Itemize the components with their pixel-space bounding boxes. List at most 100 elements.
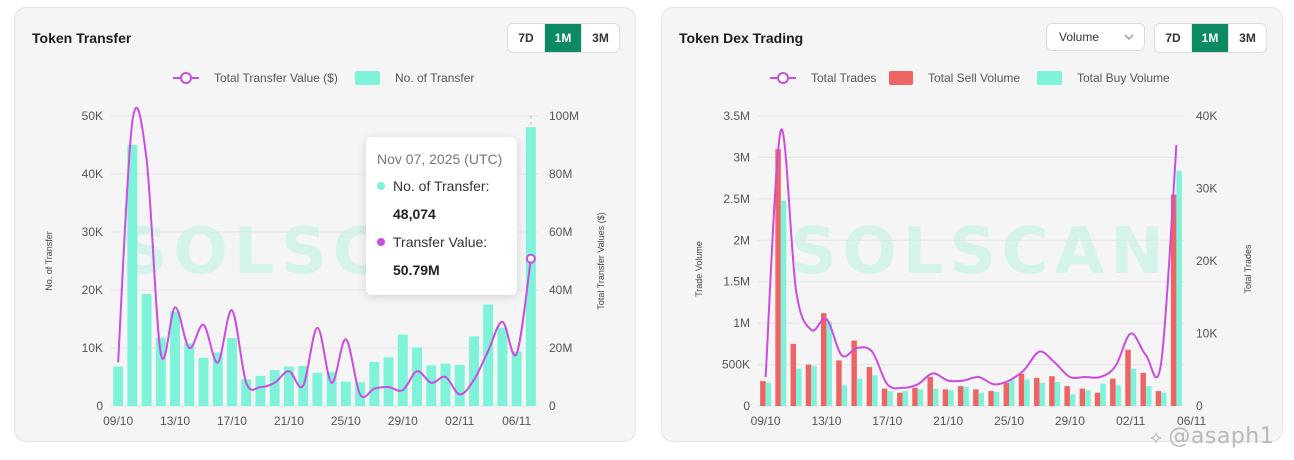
y-tick-label: 3M: [733, 150, 750, 164]
chevron-down-icon: [1124, 34, 1134, 40]
tooltip-value-row: Transfer Value:: [377, 232, 506, 252]
sell-volume-bar: [1064, 386, 1070, 406]
y2-axis-label: Total Trades: [1243, 244, 1253, 294]
buy-volume-bar: [796, 368, 802, 406]
y-tick-label: 20K: [82, 283, 103, 297]
y2-tick-label: 20K: [1196, 254, 1217, 268]
token-dex-trading-card: Token Dex Trading Volume 7D 1M 3M SOLSCA…: [661, 7, 1283, 442]
y2-tick-label: 20M: [549, 341, 572, 355]
transfer-count-bar: [397, 334, 408, 406]
right-range-selector: 7D 1M 3M: [1154, 23, 1267, 53]
sell-volume-bar: [988, 391, 994, 406]
buy-volume-bar: [811, 366, 817, 406]
sell-volume-bar: [760, 381, 766, 406]
right-range-1m-button[interactable]: 1M: [1192, 24, 1229, 52]
sell-volume-bar: [957, 386, 964, 406]
transfer-count-bar: [412, 347, 422, 406]
buy-volume-bar: [780, 200, 787, 406]
tooltip-value-dot-icon: [377, 238, 385, 246]
y2-tick-label: 30K: [1196, 182, 1217, 196]
transfer-count-bar: [369, 361, 380, 406]
buy-volume-bar: [963, 386, 969, 406]
legend-label: No. of Transfer: [395, 71, 474, 85]
x-tick-label: 13/10: [811, 414, 841, 428]
x-tick-label: 13/10: [160, 414, 190, 428]
x-tick-label: 29/10: [388, 414, 418, 428]
transfer-value-line: [117, 106, 532, 399]
y2-tick-label: 40K: [1196, 109, 1217, 123]
buy-volume-bar: [993, 391, 1000, 406]
author-handle-logo: @asaph1: [1168, 424, 1275, 449]
buy-volume-bar: [1069, 394, 1076, 406]
transfer-count-bar: [269, 370, 280, 406]
buy-volume-bar: [932, 388, 939, 406]
y2-tick-label: 100M: [549, 109, 579, 123]
y-tick-label: 0: [96, 399, 103, 413]
y2-tick-label: 10K: [1196, 327, 1217, 341]
sell-volume-bar: [836, 360, 842, 406]
sell-volume-bar: [775, 149, 781, 406]
metric-select[interactable]: Volume: [1046, 23, 1145, 51]
sell-volume-bar: [805, 364, 812, 406]
tooltip-transfers-dot-icon: [377, 182, 385, 190]
metric-select-value: Volume: [1059, 30, 1100, 44]
buy-volume-bar: [1176, 170, 1182, 406]
transfer-count-bar: [113, 366, 124, 406]
sell-volume-bar: [1033, 377, 1040, 406]
y-tick-label: 10K: [82, 341, 103, 355]
buy-volume-bar: [856, 378, 863, 406]
buy-volume-bar: [902, 391, 909, 406]
transfer-count-bar: [241, 379, 252, 406]
sell-volume-bar: [1110, 378, 1116, 406]
legend-label: Total Transfer Value ($): [214, 71, 338, 85]
right-range-7d-button[interactable]: 7D: [1155, 24, 1192, 52]
x-tick-label: 21/10: [274, 414, 304, 428]
sell-volume-bar: [1155, 391, 1162, 406]
y-tick-label: 40K: [82, 167, 103, 181]
buy-volume-bar: [765, 382, 772, 406]
y2-tick-label: 40M: [549, 283, 572, 297]
sell-volume-bar: [790, 343, 797, 406]
y-tick-label: 3.5M: [723, 109, 750, 123]
legend-label: Total Buy Volume: [1077, 71, 1170, 85]
left-range-1m-button[interactable]: 1M: [545, 24, 582, 52]
transfer-count-bar: [170, 311, 181, 406]
transfer-count-bar: [255, 375, 266, 406]
buy-volume-bar: [1130, 368, 1137, 406]
transfer-count-bar: [227, 338, 237, 406]
right-range-3m-button[interactable]: 3M: [1239, 31, 1256, 45]
token-transfer-title: Token Transfer: [32, 30, 132, 46]
transfer-count-bar: [198, 357, 209, 406]
tooltip-transfers-row: No. of Transfer:: [377, 176, 506, 196]
y-axis-label: Trade Volume: [694, 241, 704, 297]
transfer-count-bar: [184, 343, 195, 406]
sell-volume-bar: [1094, 392, 1101, 406]
sell-volume-bar: [881, 388, 888, 406]
transfer-count-bar: [340, 381, 351, 406]
x-tick-label: 09/10: [751, 414, 781, 428]
left-range-3m-button[interactable]: 3M: [592, 31, 609, 45]
x-tick-label: 02/11: [1116, 414, 1145, 428]
x-tick-label: 29/10: [1055, 414, 1085, 428]
left-range-7d-button[interactable]: 7D: [508, 24, 545, 52]
buy-volume-bar: [841, 385, 848, 406]
buy-volume-bar: [948, 390, 954, 406]
sell-volume-bar: [820, 313, 827, 406]
transfer-count-bar: [127, 145, 138, 406]
solscan-watermark-logo: SOLSCAN: [790, 215, 1169, 289]
sell-volume-bar: [897, 392, 903, 406]
token-transfer-chart: SOLSCAN010K20K30K40K50K020M40M60M80M100M…: [44, 71, 606, 428]
y-tick-label: 50K: [82, 109, 103, 123]
tooltip-value-value: 50.79M: [393, 262, 440, 278]
tooltip-transfers-value: 48,074: [393, 206, 436, 222]
transfer-count-bar: [312, 372, 323, 406]
dex-trading-chart: SOLSCAN 0 500K 1M 1.5M 2M 2.5M 3M 3.5M 0 10K 20K 30K…: [694, 71, 1253, 428]
x-tick-label: 25/10: [994, 414, 1024, 428]
x-tick-label: 17/10: [217, 414, 247, 428]
transfer-count-bar: [141, 294, 152, 406]
transfer-count-bar: [454, 364, 465, 406]
y-tick-label: 2M: [733, 233, 750, 247]
transfer-count-bar: [468, 336, 479, 406]
sell-volume-bar: [927, 377, 933, 406]
transfer-count-bar: [497, 327, 508, 406]
